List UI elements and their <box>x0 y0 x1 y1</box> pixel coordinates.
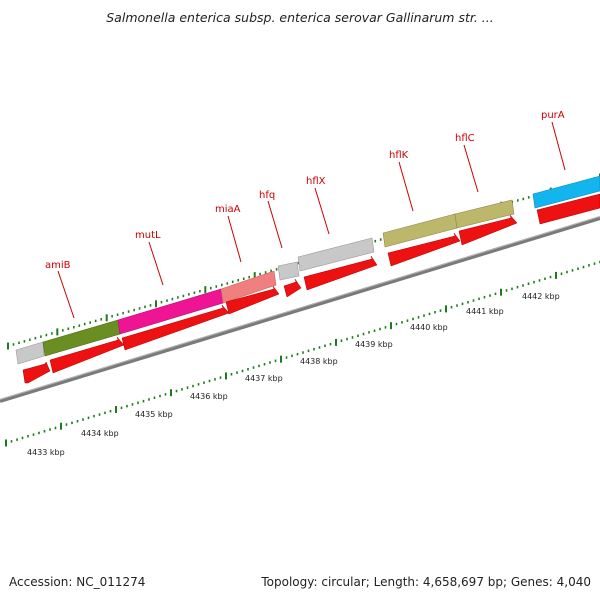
gene-bar-purA[interactable] <box>532 175 600 209</box>
leader-line-hflX <box>314 187 330 235</box>
cds-arrow[interactable] <box>303 255 378 291</box>
genome-summary: Topology: circular; Length: 4,658,697 bp… <box>261 575 591 589</box>
gene-label-amiB: amiB <box>45 260 71 271</box>
cds-arrow[interactable] <box>22 361 51 384</box>
gene-bar-hfq[interactable] <box>277 261 300 281</box>
scale-label: 4435 kbp <box>135 410 173 419</box>
scale-label: 4434 kbp <box>81 429 119 438</box>
cds-arrow[interactable] <box>387 232 461 267</box>
cds-arrow[interactable] <box>49 336 125 374</box>
scale-label: 4439 kbp <box>355 340 393 349</box>
leader-line-purA <box>551 121 566 171</box>
gene-bar-hflC[interactable] <box>454 199 515 229</box>
scale-label: 4433 kbp <box>27 448 65 457</box>
gene-label-leaders <box>57 121 566 319</box>
scale-label: 4437 kbp <box>245 374 283 383</box>
leader-line-amiB <box>57 270 75 319</box>
scale-label: 4438 kbp <box>300 357 338 366</box>
cds-arrow[interactable] <box>536 193 600 225</box>
leader-line-miaA <box>227 215 242 263</box>
gene-bar-unnamed[interactable] <box>15 341 45 365</box>
leader-line-hfq <box>267 200 283 249</box>
gene-label-hflX: hflX <box>306 176 326 187</box>
gene-label-hfq: hfq <box>259 190 275 201</box>
gene-bar-hflX[interactable] <box>297 237 375 272</box>
cds-arrow[interactable] <box>121 304 230 351</box>
gene-label-purA: purA <box>541 110 565 121</box>
scale-tick-track <box>5 260 600 447</box>
scale-label: 4440 kbp <box>410 323 448 332</box>
leader-line-hflC <box>463 144 479 193</box>
cds-arrow[interactable] <box>225 285 280 315</box>
cds-arrow[interactable] <box>283 278 302 298</box>
gene-label-miaA: miaA <box>215 204 241 215</box>
map-title: Salmonella enterica subsp. enterica sero… <box>106 10 494 25</box>
scale-label: 4436 kbp <box>190 392 228 401</box>
scale-label: 4442 kbp <box>522 292 560 301</box>
accession-label: Accession: NC_011274 <box>9 575 146 589</box>
scale-label: 4441 kbp <box>466 307 504 316</box>
genome-backbone-highlight <box>0 216 600 400</box>
gene-track <box>15 175 600 365</box>
genome-backbone <box>0 216 600 403</box>
leader-line-mutL <box>148 241 164 286</box>
gene-label-mutL: mutL <box>135 230 161 241</box>
cds-track <box>22 193 600 384</box>
leader-line-hflK <box>398 161 414 212</box>
cds-arrow[interactable] <box>458 214 518 246</box>
gene-label-hflC: hflC <box>455 133 475 144</box>
gene-label-hflK: hflK <box>389 150 409 161</box>
gene-bar-miaA[interactable] <box>220 270 277 304</box>
